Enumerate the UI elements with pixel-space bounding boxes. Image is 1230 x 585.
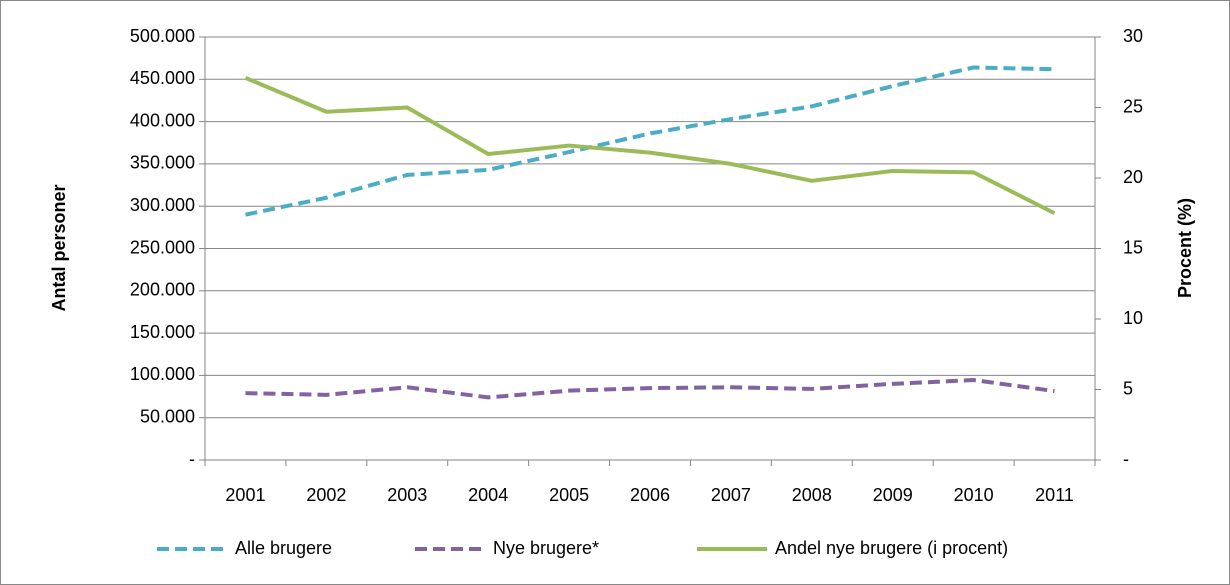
y2-tick-label: 5: [1123, 378, 1133, 398]
y-tick-label: 450.000: [130, 68, 195, 88]
y-tick-label: 300.000: [130, 195, 195, 215]
y2-axis-title: Procent (%): [1175, 198, 1195, 298]
y-tick-label: 250.000: [130, 237, 195, 257]
y2-tick-label: -: [1123, 449, 1129, 469]
x-tick-label: 2011: [1035, 485, 1074, 505]
y-tick-label: -: [189, 449, 195, 469]
x-tick-label: 2004: [468, 485, 508, 505]
legend-label: Alle brugere: [235, 538, 332, 558]
x-tick-label: 2007: [711, 485, 751, 505]
x-tick-label: 2002: [306, 485, 346, 505]
y2-tick-label: 10: [1123, 308, 1143, 328]
x-tick-label: 2006: [630, 485, 670, 505]
series-line: [244, 76, 1056, 216]
x-tick-label: 2009: [873, 485, 913, 505]
y2-tick-label: 15: [1123, 237, 1143, 257]
y-tick-label: 200.000: [130, 280, 195, 300]
y-tick-label: 50.000: [140, 406, 195, 426]
y-tick-label: 500.000: [130, 26, 195, 46]
legend-label: Andel nye brugere (i procent): [775, 538, 1008, 558]
y2-tick-label: 25: [1123, 96, 1143, 116]
x-tick-label: 2005: [549, 485, 589, 505]
y-tick-label: 150.000: [130, 322, 195, 342]
y2-tick-label: 20: [1123, 167, 1143, 187]
series-line: [245, 65, 1055, 217]
y-tick-label: 100.000: [130, 364, 195, 384]
legend-label: Nye brugere*: [493, 538, 599, 558]
series-line: [245, 378, 1055, 400]
y-tick-label: 350.000: [130, 153, 195, 173]
x-tick-label: 2008: [792, 485, 832, 505]
x-tick-label: 2001: [225, 485, 265, 505]
y-axis-title: Antal personer: [49, 184, 69, 311]
x-tick-label: 2010: [954, 485, 994, 505]
y2-tick-label: 30: [1123, 26, 1143, 46]
y-tick-label: 400.000: [130, 110, 195, 130]
x-tick-label: 2003: [387, 485, 427, 505]
